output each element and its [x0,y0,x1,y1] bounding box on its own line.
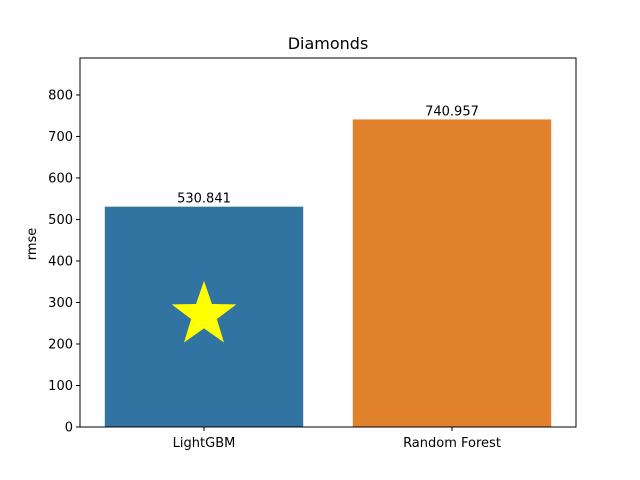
chart-title: Diamonds [288,34,369,53]
y-tick-label-5: 500 [48,213,73,228]
x-tick-label-1: Random Forest [403,436,501,451]
y-tick-label-1: 100 [48,379,73,394]
y-axis-label: rmse [25,228,40,261]
plot-frame [79,57,577,428]
y-tick-label-7: 700 [48,130,73,145]
star-marker [171,280,237,343]
bar-value-label-1: 740.957 [425,104,479,119]
x-tick-label-0: LightGBM [173,436,236,451]
y-tick-label-6: 600 [48,171,73,186]
y-tick-label-8: 800 [48,88,73,103]
bar-value-label-0: 530.841 [177,192,231,207]
plot-area: 530.841 LightGBM 740.957 Random Forest 0 100 2… [48,88,552,451]
y-tick-label-2: 200 [48,337,73,352]
bar-1 [352,119,552,427]
y-tick-label-4: 400 [48,254,73,269]
y-tick-label-3: 300 [48,296,73,311]
y-tick-label-0: 0 [65,421,73,436]
